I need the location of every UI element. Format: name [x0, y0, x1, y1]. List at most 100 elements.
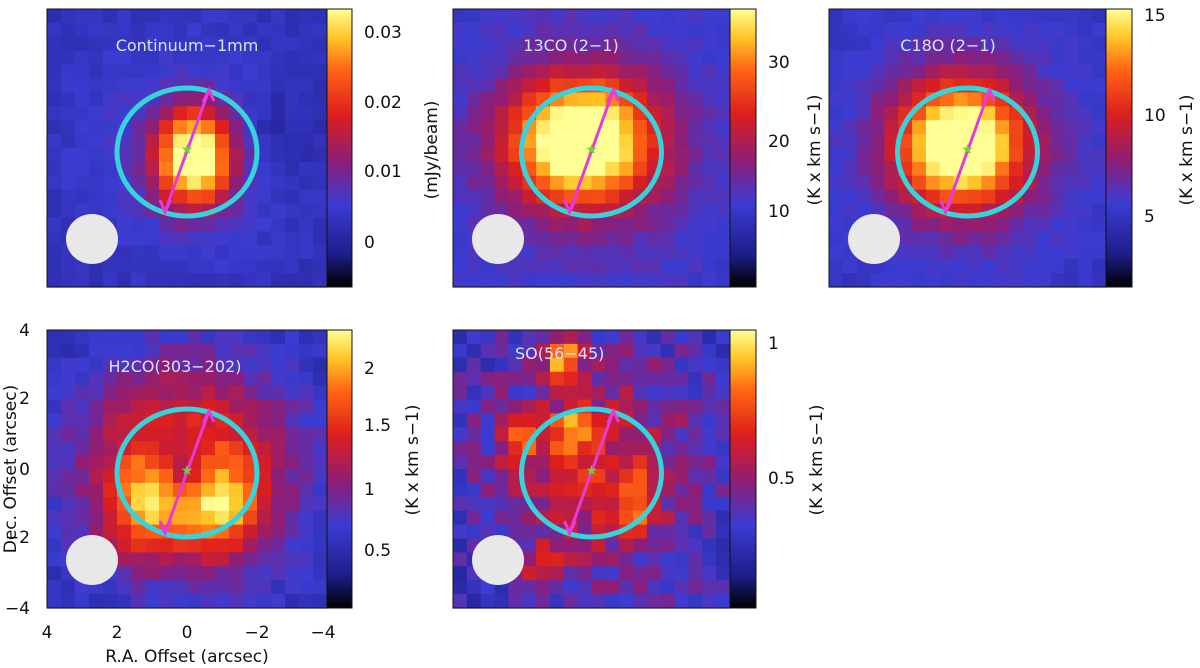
heatmap-cell [536, 357, 551, 373]
heatmap-cell [229, 343, 244, 359]
heatmap-cell [215, 148, 230, 163]
heatmap-cell [549, 441, 565, 456]
heatmap-cell [829, 9, 844, 24]
heatmap-cell [1036, 259, 1052, 274]
heatmap-cell [271, 552, 286, 567]
heatmap-cell [257, 330, 272, 345]
heatmap-cell [1009, 203, 1024, 219]
heatmap-cell [173, 427, 188, 442]
heatmap-cell [716, 273, 731, 288]
heatmap-cell [159, 566, 174, 581]
heatmap-cell [619, 120, 634, 135]
heatmap-cell [103, 273, 118, 288]
heatmap-cell [605, 427, 620, 442]
heatmap-cell [117, 9, 132, 24]
heatmap-cell [47, 189, 62, 205]
heatmap-cell [967, 245, 982, 260]
heatmap-cell [939, 92, 955, 107]
heatmap-cell [995, 22, 1010, 38]
heatmap-cell [215, 273, 230, 288]
heatmap-cell [856, 189, 872, 205]
heatmap-cell [201, 189, 216, 205]
heatmap-cell [313, 175, 328, 191]
heatmap-cell [131, 161, 146, 177]
heatmap-cell [674, 273, 690, 288]
heatmap-cell [716, 343, 731, 359]
heatmap-cell [313, 120, 328, 135]
heatmap-cell [89, 273, 104, 288]
heatmap-cell [313, 134, 328, 149]
heatmap-cell [619, 148, 634, 163]
heatmap-cell [522, 231, 537, 246]
y-tick-label: −2 [5, 528, 30, 548]
heatmap-cell [591, 343, 606, 359]
heatmap-cell [522, 538, 537, 553]
heatmap-cell [117, 217, 132, 232]
heatmap-cell [702, 399, 717, 414]
heatmap-cell [285, 175, 300, 191]
heatmap-cell [716, 357, 731, 373]
heatmap-cell [201, 427, 216, 442]
colorbar-tick-0: 0.03 [364, 23, 402, 43]
heatmap-cell [313, 231, 328, 246]
disk-ellipse [114, 406, 260, 540]
heatmap-cell [870, 9, 885, 24]
heatmap-cell [619, 22, 634, 38]
heatmap-cell [215, 64, 230, 80]
heatmap-cell [75, 371, 90, 387]
heatmap-cell [61, 469, 76, 484]
heatmap-cell [660, 217, 676, 232]
heatmap-cell [884, 189, 899, 205]
heatmap-cell [939, 36, 955, 52]
heatmap-cell [1022, 22, 1038, 38]
heatmap-cell [967, 22, 982, 38]
heatmap-cell [271, 36, 286, 52]
heatmap-cell [117, 371, 132, 387]
heatmap-cell [508, 161, 523, 177]
heatmap-cell [215, 106, 230, 121]
heatmap-cell [563, 455, 579, 470]
heatmap-cell [674, 175, 690, 191]
heatmap-cell [508, 580, 523, 595]
heatmap-cell [453, 357, 468, 373]
heatmap-cell [173, 371, 188, 387]
heatmap-cell [103, 413, 118, 428]
heatmap-cell [619, 189, 634, 205]
heatmap-cell [1064, 120, 1079, 135]
heatmap-cell [47, 106, 62, 121]
heatmap-cell [1092, 92, 1107, 107]
heatmap-cell [508, 482, 523, 498]
heatmap-cell [173, 594, 188, 609]
heatmap-cell [257, 524, 272, 540]
heatmap-cell [61, 385, 76, 401]
heatmap-cell [89, 343, 104, 359]
heatmap-cell [619, 469, 634, 484]
heatmap-cell [591, 64, 606, 80]
heatmap-cell [117, 469, 132, 484]
heatmap-cell [466, 175, 482, 191]
heatmap-cell [466, 385, 482, 401]
colorbar-label-continuum: (mJy/beam) [422, 101, 442, 200]
heatmap-cell [215, 371, 230, 387]
heatmap-cell [688, 259, 703, 274]
heatmap-cell [870, 106, 885, 121]
heatmap-cell [131, 496, 146, 512]
heatmap-cell [646, 399, 662, 414]
heatmap-cell [453, 203, 468, 219]
heatmap-cell [243, 217, 258, 232]
heatmap-cell [1078, 134, 1093, 149]
heatmap-cell [271, 330, 286, 345]
heatmap-cell [117, 594, 132, 609]
y-axis-label: Dec. Offset (arcsec) [1, 385, 21, 554]
heatmap-cell [563, 482, 579, 498]
heatmap-cell [536, 552, 551, 567]
heatmap-cell [173, 357, 188, 373]
heatmap-cell [145, 231, 160, 246]
heatmap-cell [536, 441, 551, 456]
heatmap-cell [660, 399, 676, 414]
heatmap-cell [884, 9, 899, 24]
heatmap-cell [480, 469, 496, 484]
heatmap-cell [1036, 92, 1052, 107]
heatmap-cell [1064, 9, 1079, 24]
heatmap-cell [898, 231, 913, 246]
